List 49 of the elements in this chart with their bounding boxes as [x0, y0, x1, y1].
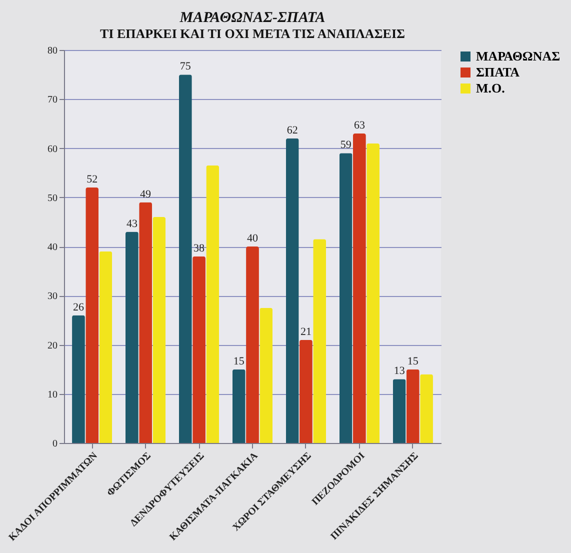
- chart-subtitle: ΤΙ ΕΠΑΡΚΕΙ ΚΑΙ ΤΙ ΟΧΙ ΜΕΤΑ ΤΙΣ ΑΝΑΠΛΑΣΕΙΣ: [100, 26, 406, 41]
- bar: [366, 143, 380, 443]
- bar: [246, 246, 259, 443]
- bar: [192, 256, 206, 443]
- bar: [286, 138, 299, 443]
- bar: [99, 251, 112, 443]
- legend-label: ΣΠΑΤΑ: [476, 64, 520, 80]
- bar: [139, 202, 152, 443]
- data-label: 63: [354, 120, 366, 132]
- data-label: 75: [180, 60, 192, 73]
- bar: [313, 239, 326, 443]
- bar: [206, 165, 220, 443]
- data-label: 62: [286, 124, 298, 136]
- y-tick-label: 20: [48, 340, 58, 352]
- data-label: 40: [247, 232, 258, 244]
- bar: [125, 232, 138, 443]
- legend-label: Μ.Ο.: [476, 80, 505, 96]
- data-label: 15: [233, 355, 245, 368]
- y-tick-label: 10: [48, 389, 58, 400]
- y-tick-label: 0: [52, 438, 58, 450]
- bar: [406, 369, 420, 443]
- y-tick-label: 40: [48, 242, 58, 253]
- data-label: 59: [340, 139, 352, 152]
- data-label: 26: [72, 301, 84, 314]
- y-tick-label: 80: [48, 46, 58, 56]
- chart-title: ΜΑΡΑΘΩΝΑΣ-ΣΠΑΤΑ: [178, 10, 326, 26]
- bar: [300, 340, 312, 443]
- bar: [392, 379, 406, 443]
- bar: [420, 374, 433, 443]
- y-tick-label: 30: [48, 291, 58, 302]
- bar: [232, 369, 246, 443]
- bar: [86, 188, 99, 443]
- bar: [339, 153, 352, 443]
- data-label: 49: [140, 188, 152, 200]
- y-tick-label: 70: [48, 94, 58, 106]
- bar: [72, 315, 85, 443]
- bar: [260, 308, 273, 443]
- data-label: 21: [300, 326, 312, 338]
- legend-label: ΜΑΡΑΘΩΝΑΣ: [476, 48, 560, 64]
- data-label: 13: [394, 365, 406, 378]
- data-label: 15: [407, 355, 419, 368]
- y-tick-label: 50: [48, 192, 58, 204]
- data-label: 43: [126, 218, 138, 230]
- data-label: 52: [86, 174, 98, 186]
- bar: [178, 74, 192, 443]
- bar: [152, 217, 166, 443]
- data-label: 38: [194, 242, 206, 254]
- y-tick-label: 60: [48, 144, 58, 155]
- bar: [352, 134, 366, 443]
